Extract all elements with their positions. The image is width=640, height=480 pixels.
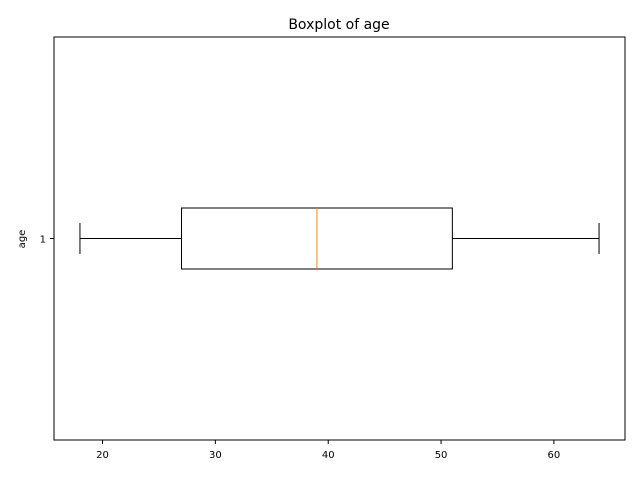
x-axis: 20 30 40 50 60 [96,440,560,461]
chart-title: Boxplot of age [288,17,389,33]
x-tick-label: 20 [96,450,109,461]
x-tick-label: 50 [435,450,448,461]
y-tick-label: 1 [40,235,46,246]
y-axis: 1 [40,235,54,246]
x-tick-label: 30 [209,450,222,461]
y-axis-label: age [17,230,28,249]
x-tick-label: 40 [322,450,335,461]
box-group [79,207,600,270]
x-tick-label: 60 [548,450,561,461]
